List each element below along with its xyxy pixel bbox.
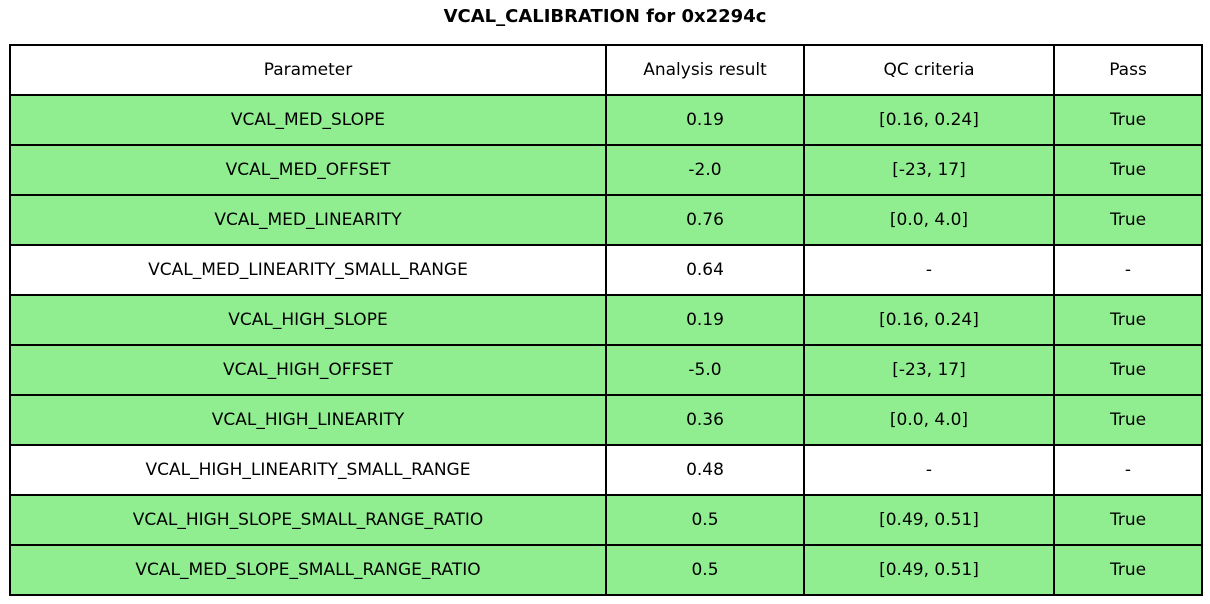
- cell-pass: True: [1053, 194, 1203, 246]
- cell-parameter: VCAL_MED_SLOPE_SMALL_RANGE_RATIO: [9, 544, 607, 596]
- cell-pass: -: [1053, 444, 1203, 496]
- table-row: VCAL_HIGH_LINEARITY_SMALL_RANGE 0.48- -: [9, 444, 1203, 496]
- cell-qc-criteria: [0.49, 0.51]: [803, 544, 1055, 596]
- cell-qc-criteria: [0.0, 4.0]: [803, 394, 1055, 446]
- table-row: VCAL_HIGH_SLOPE_SMALL_RANGE_RATIO 0.5 [0.4…: [9, 494, 1203, 546]
- cell-analysis-result: 0.5: [605, 494, 805, 546]
- table-row: VCAL_HIGH_LINEARITY 0.36 [0.0, 4.0] True: [9, 394, 1203, 446]
- cell-qc-criteria: [0.0, 4.0]: [803, 194, 1055, 246]
- table-row: VCAL_MED_SLOPE 0.19 [0.16, 0.24] True: [9, 94, 1203, 146]
- cell-qc-criteria: [0.16, 0.24]: [803, 294, 1055, 346]
- cell-parameter: VCAL_MED_LINEARITY_SMALL_RANGE: [9, 244, 607, 296]
- table-row: VCAL_HIGH_OFFSET -5.0 [-23, 17] True: [9, 344, 1203, 396]
- column-header-parameter: Parameter: [9, 44, 607, 96]
- cell-pass: True: [1053, 144, 1203, 196]
- cell-parameter: VCAL_HIGH_LINEARITY: [9, 394, 607, 446]
- cell-analysis-result: 0.64: [605, 244, 805, 296]
- cell-analysis-result: 0.48: [605, 444, 805, 496]
- cell-analysis-result: 0.36: [605, 394, 805, 446]
- cell-parameter: VCAL_HIGH_LINEARITY_SMALL_RANGE: [9, 444, 607, 496]
- cell-pass: True: [1053, 294, 1203, 346]
- column-header-analysis-result: Analysis result: [605, 44, 805, 96]
- cell-qc-criteria: -: [803, 444, 1055, 496]
- header-row: Parameter Analysis result QC criteria Pa…: [9, 44, 1203, 96]
- table-row: VCAL_MED_LINEARITY 0.76 [0.0, 4.0] True: [9, 194, 1203, 246]
- cell-parameter: VCAL_MED_LINEARITY: [9, 194, 607, 246]
- table-row: VCAL_HIGH_SLOPE 0.19 [0.16, 0.24] True: [9, 294, 1203, 346]
- cell-pass: -: [1053, 244, 1203, 296]
- cell-pass: True: [1053, 494, 1203, 546]
- cell-parameter: VCAL_HIGH_SLOPE_SMALL_RANGE_RATIO: [9, 494, 607, 546]
- cell-analysis-result: 0.19: [605, 94, 805, 146]
- table-row: VCAL_MED_LINEARITY_SMALL_RANGE 0.64- -: [9, 244, 1203, 296]
- table-header: Parameter Analysis result QC criteria Pa…: [9, 44, 1203, 96]
- cell-pass: True: [1053, 544, 1203, 596]
- cell-parameter: VCAL_MED_SLOPE: [9, 94, 607, 146]
- cell-parameter: VCAL_MED_OFFSET: [9, 144, 607, 196]
- table-body: VCAL_MED_SLOPE 0.19 [0.16, 0.24] True VCAL_M…: [9, 94, 1203, 596]
- cell-qc-criteria: [0.49, 0.51]: [803, 494, 1055, 546]
- cell-analysis-result: 0.76: [605, 194, 805, 246]
- cell-qc-criteria: -: [803, 244, 1055, 296]
- table-row: VCAL_MED_SLOPE_SMALL_RANGE_RATIO 0.5 [0.49…: [9, 544, 1203, 596]
- cell-parameter: VCAL_HIGH_OFFSET: [9, 344, 607, 396]
- cell-analysis-result: -5.0: [605, 344, 805, 396]
- cell-analysis-result: 0.19: [605, 294, 805, 346]
- cell-parameter: VCAL_HIGH_SLOPE: [9, 294, 607, 346]
- column-header-qc-criteria: QC criteria: [803, 44, 1055, 96]
- cell-pass: True: [1053, 344, 1203, 396]
- cell-qc-criteria: [-23, 17]: [803, 344, 1055, 396]
- column-header-pass: Pass: [1053, 44, 1203, 96]
- cell-analysis-result: 0.5: [605, 544, 805, 596]
- cell-qc-criteria: [0.16, 0.24]: [803, 94, 1055, 146]
- table-row: VCAL_MED_OFFSET -2.0 [-23, 17] True: [9, 144, 1203, 196]
- chart-title: VCAL_CALIBRATION for 0x2294c: [443, 6, 767, 27]
- calibration-table: Parameter Analysis result QC criteria Pa…: [9, 44, 1203, 596]
- cell-qc-criteria: [-23, 17]: [803, 144, 1055, 196]
- cell-pass: True: [1053, 94, 1203, 146]
- cell-pass: True: [1053, 394, 1203, 446]
- cell-analysis-result: -2.0: [605, 144, 805, 196]
